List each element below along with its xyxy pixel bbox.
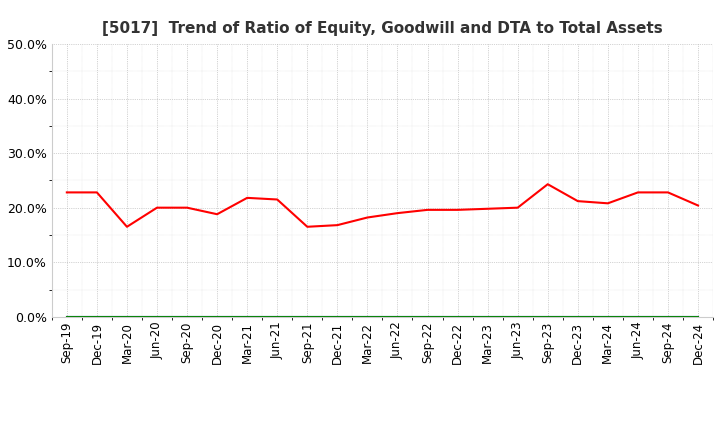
Equity	[303, 224, 312, 229]
Goodwill	[573, 314, 582, 319]
Goodwill	[183, 314, 192, 319]
Equity	[273, 197, 282, 202]
Goodwill	[603, 314, 612, 319]
Deferred Tax Assets	[544, 314, 552, 319]
Goodwill	[664, 314, 672, 319]
Goodwill	[122, 314, 131, 319]
Deferred Tax Assets	[153, 314, 161, 319]
Deferred Tax Assets	[603, 314, 612, 319]
Deferred Tax Assets	[303, 314, 312, 319]
Equity	[183, 205, 192, 210]
Equity	[544, 182, 552, 187]
Deferred Tax Assets	[664, 314, 672, 319]
Goodwill	[273, 314, 282, 319]
Deferred Tax Assets	[122, 314, 131, 319]
Goodwill	[303, 314, 312, 319]
Deferred Tax Assets	[393, 314, 402, 319]
Equity	[122, 224, 131, 229]
Legend: Equity, Goodwill, Deferred Tax Assets: Equity, Goodwill, Deferred Tax Assets	[188, 438, 577, 440]
Equity	[423, 207, 432, 213]
Deferred Tax Assets	[333, 314, 342, 319]
Goodwill	[153, 314, 161, 319]
Deferred Tax Assets	[513, 314, 522, 319]
Deferred Tax Assets	[63, 314, 71, 319]
Equity	[333, 223, 342, 228]
Goodwill	[634, 314, 642, 319]
Deferred Tax Assets	[693, 314, 702, 319]
Deferred Tax Assets	[183, 314, 192, 319]
Equity	[153, 205, 161, 210]
Goodwill	[513, 314, 522, 319]
Deferred Tax Assets	[634, 314, 642, 319]
Goodwill	[333, 314, 342, 319]
Goodwill	[693, 314, 702, 319]
Equity	[664, 190, 672, 195]
Equity	[363, 215, 372, 220]
Deferred Tax Assets	[273, 314, 282, 319]
Line: Equity: Equity	[67, 184, 698, 227]
Equity	[393, 210, 402, 216]
Equity	[483, 206, 492, 211]
Equity	[513, 205, 522, 210]
Title: [5017]  Trend of Ratio of Equity, Goodwill and DTA to Total Assets: [5017] Trend of Ratio of Equity, Goodwil…	[102, 21, 663, 36]
Goodwill	[63, 314, 71, 319]
Goodwill	[93, 314, 102, 319]
Equity	[603, 201, 612, 206]
Deferred Tax Assets	[363, 314, 372, 319]
Equity	[454, 207, 462, 213]
Deferred Tax Assets	[454, 314, 462, 319]
Goodwill	[393, 314, 402, 319]
Deferred Tax Assets	[483, 314, 492, 319]
Equity	[63, 190, 71, 195]
Deferred Tax Assets	[423, 314, 432, 319]
Equity	[693, 203, 702, 208]
Goodwill	[243, 314, 251, 319]
Goodwill	[423, 314, 432, 319]
Goodwill	[483, 314, 492, 319]
Goodwill	[213, 314, 222, 319]
Deferred Tax Assets	[93, 314, 102, 319]
Equity	[634, 190, 642, 195]
Equity	[243, 195, 251, 201]
Deferred Tax Assets	[243, 314, 251, 319]
Equity	[93, 190, 102, 195]
Goodwill	[454, 314, 462, 319]
Goodwill	[363, 314, 372, 319]
Equity	[213, 212, 222, 217]
Equity	[573, 198, 582, 204]
Deferred Tax Assets	[573, 314, 582, 319]
Goodwill	[544, 314, 552, 319]
Deferred Tax Assets	[213, 314, 222, 319]
